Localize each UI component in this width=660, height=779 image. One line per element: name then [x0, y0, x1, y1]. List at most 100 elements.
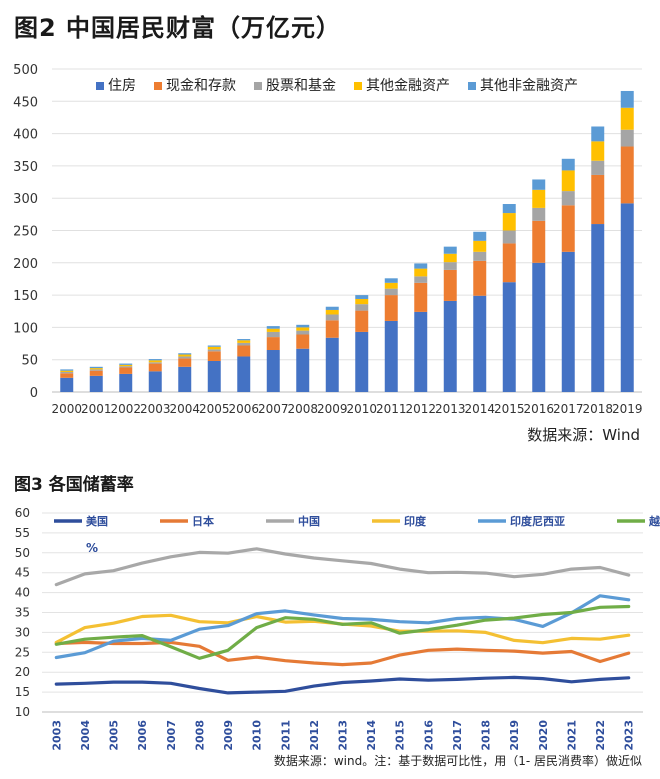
fig2-bar-segment: [620, 146, 634, 204]
fig2-y-tick-label: 250: [13, 225, 38, 240]
fig3-y-tick-label: 30: [15, 625, 30, 639]
fig2-bar-segment: [502, 213, 516, 231]
fig3-x-tick-label: 2004: [79, 720, 92, 751]
fig2-x-tick-label: 2011: [376, 402, 407, 416]
fig2-x-tick-label: 2014: [464, 402, 495, 416]
fig2-bar-segment: [296, 330, 310, 335]
figure3-source: 数据来源：wind。注：基于数据可比性，用（1- 居民消费率）做近似: [273, 754, 642, 768]
fig2-bar-segment: [561, 170, 575, 192]
fig2-bar-segment: [414, 311, 428, 392]
fig2-bar-segment: [355, 331, 369, 392]
fig2-bar-segment: [561, 158, 575, 171]
fig3-legend-label: 印度尼西亚: [510, 514, 565, 528]
fig3-x-tick-label: 2008: [193, 720, 206, 751]
fig2-bar-segment: [148, 362, 162, 364]
fig3-x-tick-label: 2017: [451, 720, 464, 751]
fig2-x-tick-label: 2005: [199, 402, 230, 416]
fig3-x-tick-label: 2005: [108, 720, 121, 751]
fig2-x-tick-label: 2006: [228, 402, 259, 416]
fig3-x-tick-label: 2018: [480, 720, 493, 751]
fig2-bar-segment: [266, 337, 280, 351]
fig2-x-tick-label: 2012: [405, 402, 436, 416]
fig3-y-tick-label: 55: [15, 526, 30, 540]
fig3-series-line: [54, 604, 631, 660]
fig2-bar-segment: [119, 367, 133, 374]
fig2-bar-segment: [119, 366, 133, 368]
fig3-y-tick-label: 50: [15, 546, 30, 560]
fig2-bar-segment: [89, 369, 103, 371]
fig2-bar-segment: [620, 129, 634, 147]
fig2-x-tick-label: 2013: [435, 402, 466, 416]
fig2-bar-segment: [384, 282, 398, 289]
fig2-y-tick-label: 50: [21, 354, 38, 369]
fig2-bar-segment: [443, 246, 457, 254]
fig2-bar-segment: [414, 263, 428, 269]
fig2-bar-segment: [296, 334, 310, 349]
figure3-title: 图3 各国储蓄率: [14, 475, 134, 495]
fig3-legend-label: 印度: [404, 514, 427, 528]
fig2-bar-segment: [502, 282, 516, 392]
fig2-bar-segment: [561, 191, 575, 206]
fig2-legend-label: 住房: [108, 78, 136, 94]
fig2-x-tick-label: 2017: [553, 402, 584, 416]
fig2-bar-segment: [355, 304, 369, 311]
fig2-bar-segment: [561, 251, 575, 392]
fig3-y-tick-label: 10: [15, 705, 30, 719]
fig2-x-tick-label: 2009: [317, 402, 348, 416]
fig3-x-tick-label: 2020: [537, 720, 550, 751]
fig2-y-tick-label: 150: [13, 289, 38, 304]
fig2-x-tick-label: 2002: [110, 402, 141, 416]
fig3-y-tick-label: 60: [15, 506, 30, 520]
fig2-bar-segment: [384, 278, 398, 283]
fig2-bar-segment: [532, 189, 546, 208]
fig2-legend-swatch: [96, 82, 104, 90]
fig2-bar-segment: [207, 345, 221, 347]
fig2-bar-segment: [414, 268, 428, 277]
fig2-x-tick-label: 2019: [612, 402, 643, 416]
fig2-x-tick-label: 2000: [51, 402, 82, 416]
fig2-bar-segment: [384, 295, 398, 321]
fig3-unit-label: %: [86, 541, 98, 555]
fig2-legend-swatch: [254, 82, 262, 90]
fig2-y-tick-label: 400: [13, 128, 38, 143]
fig3-legend-label: 中国: [298, 514, 320, 528]
fig3-x-tick-label: 2007: [165, 720, 178, 751]
fig3-x-tick-label: 2006: [136, 720, 149, 751]
fig2-y-tick-label: 350: [13, 160, 38, 175]
fig2-bar-segment: [237, 342, 251, 346]
fig2-bar-segment: [502, 204, 516, 214]
fig2-bar-segment: [561, 205, 575, 252]
fig2-bar-segment: [325, 306, 339, 310]
fig2-bar-segment: [119, 363, 133, 365]
fig2-bar-segment: [325, 314, 339, 321]
fig2-bar-segment: [355, 298, 369, 305]
fig3-x-tick-label: 2014: [365, 720, 378, 751]
fig2-bar-segment: [532, 179, 546, 190]
fig2-legend-swatch: [354, 82, 362, 90]
fig2-bar-segment: [89, 368, 103, 370]
fig2-bar-segment: [355, 295, 369, 299]
fig2-bar-segment: [207, 351, 221, 361]
fig2-bar-segment: [296, 324, 310, 328]
fig3-x-tick-label: 2003: [50, 720, 63, 751]
fig2-x-tick-label: 2007: [258, 402, 289, 416]
fig2-bar-segment: [620, 107, 634, 130]
fig3-y-tick-label: 40: [15, 586, 30, 600]
fig2-y-tick-label: 100: [13, 321, 38, 336]
fig2-x-tick-label: 2015: [494, 402, 525, 416]
fig2-bar-segment: [237, 340, 251, 343]
fig3-y-tick-label: 45: [15, 566, 30, 580]
fig2-bar-segment: [414, 282, 428, 312]
fig2-bar-segment: [148, 363, 162, 372]
fig3-x-tick-label: 2019: [508, 720, 521, 751]
fig2-bar-segment: [620, 90, 634, 108]
fig2-bar-segment: [532, 207, 546, 221]
fig2-bar-segment: [296, 348, 310, 392]
fig2-legend-label: 现金和存款: [166, 78, 236, 94]
fig3-y-tick-label: 25: [15, 645, 30, 659]
fig2-bar-segment: [60, 371, 74, 374]
fig2-legend-label: 股票和基金: [266, 77, 336, 94]
fig3-legend-label: 越南: [648, 514, 660, 528]
fig2-bar-segment: [60, 369, 74, 371]
fig2-bar-segment: [89, 370, 103, 376]
